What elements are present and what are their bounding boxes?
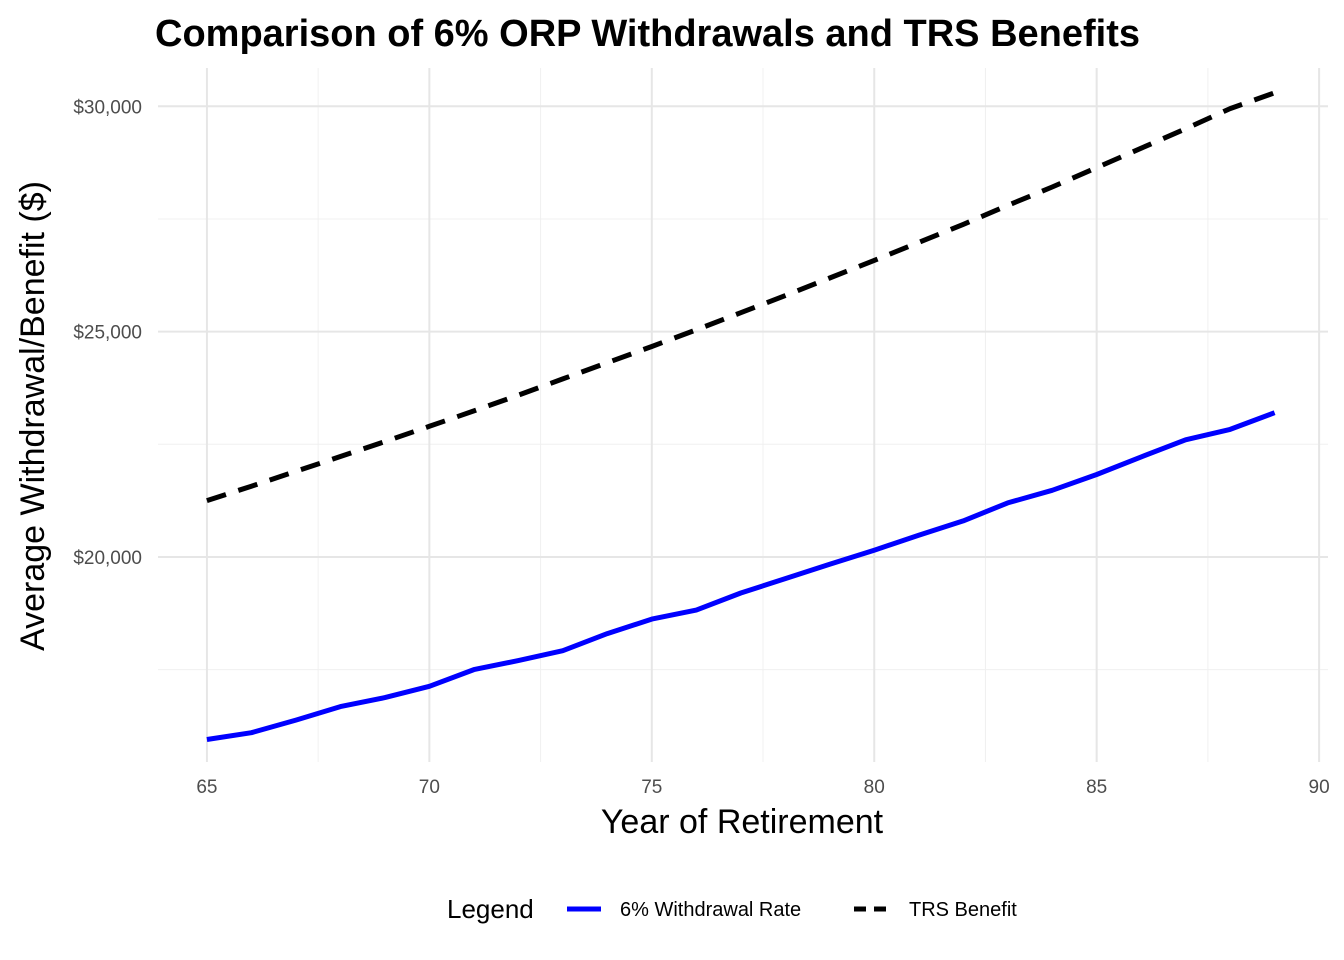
x-tick-label: 70 [419,777,440,798]
legend-label-trs-benefit: TRS Benefit [909,899,1017,921]
x-tick-label: 90 [1309,777,1330,798]
legend-title: Legend [447,894,534,924]
y-tick-label: $20,000 [73,548,142,569]
x-axis-title: Year of Retirement [601,803,884,841]
chart-title: Comparison of 6% ORP Withdrawals and TRS… [155,13,1140,55]
y-tick-label: $30,000 [73,97,142,118]
x-tick-labels: 65 70 75 80 85 90 [196,777,1329,798]
x-tick-label: 65 [196,777,217,798]
series-line-trs-benefit [206,90,1276,503]
x-tick-label: 75 [641,777,662,798]
legend: Legend 6% Withdrawal Rate TRS Benefit [447,894,1017,924]
y-axis-title: Average Withdrawal/Benefit ($) [14,181,52,651]
y-tick-labels: $20,000 $25,000 $30,000 [73,97,142,569]
legend-label-6pct-withdrawal: 6% Withdrawal Rate [620,899,801,921]
series-layer [206,90,1276,742]
x-tick-label: 80 [864,777,885,798]
y-tick-label: $25,000 [73,323,142,344]
minor-gridlines [158,68,1328,762]
x-tick-label: 85 [1086,777,1107,798]
series-line-6pct-withdrawal [206,410,1276,742]
major-gridlines [158,68,1328,762]
